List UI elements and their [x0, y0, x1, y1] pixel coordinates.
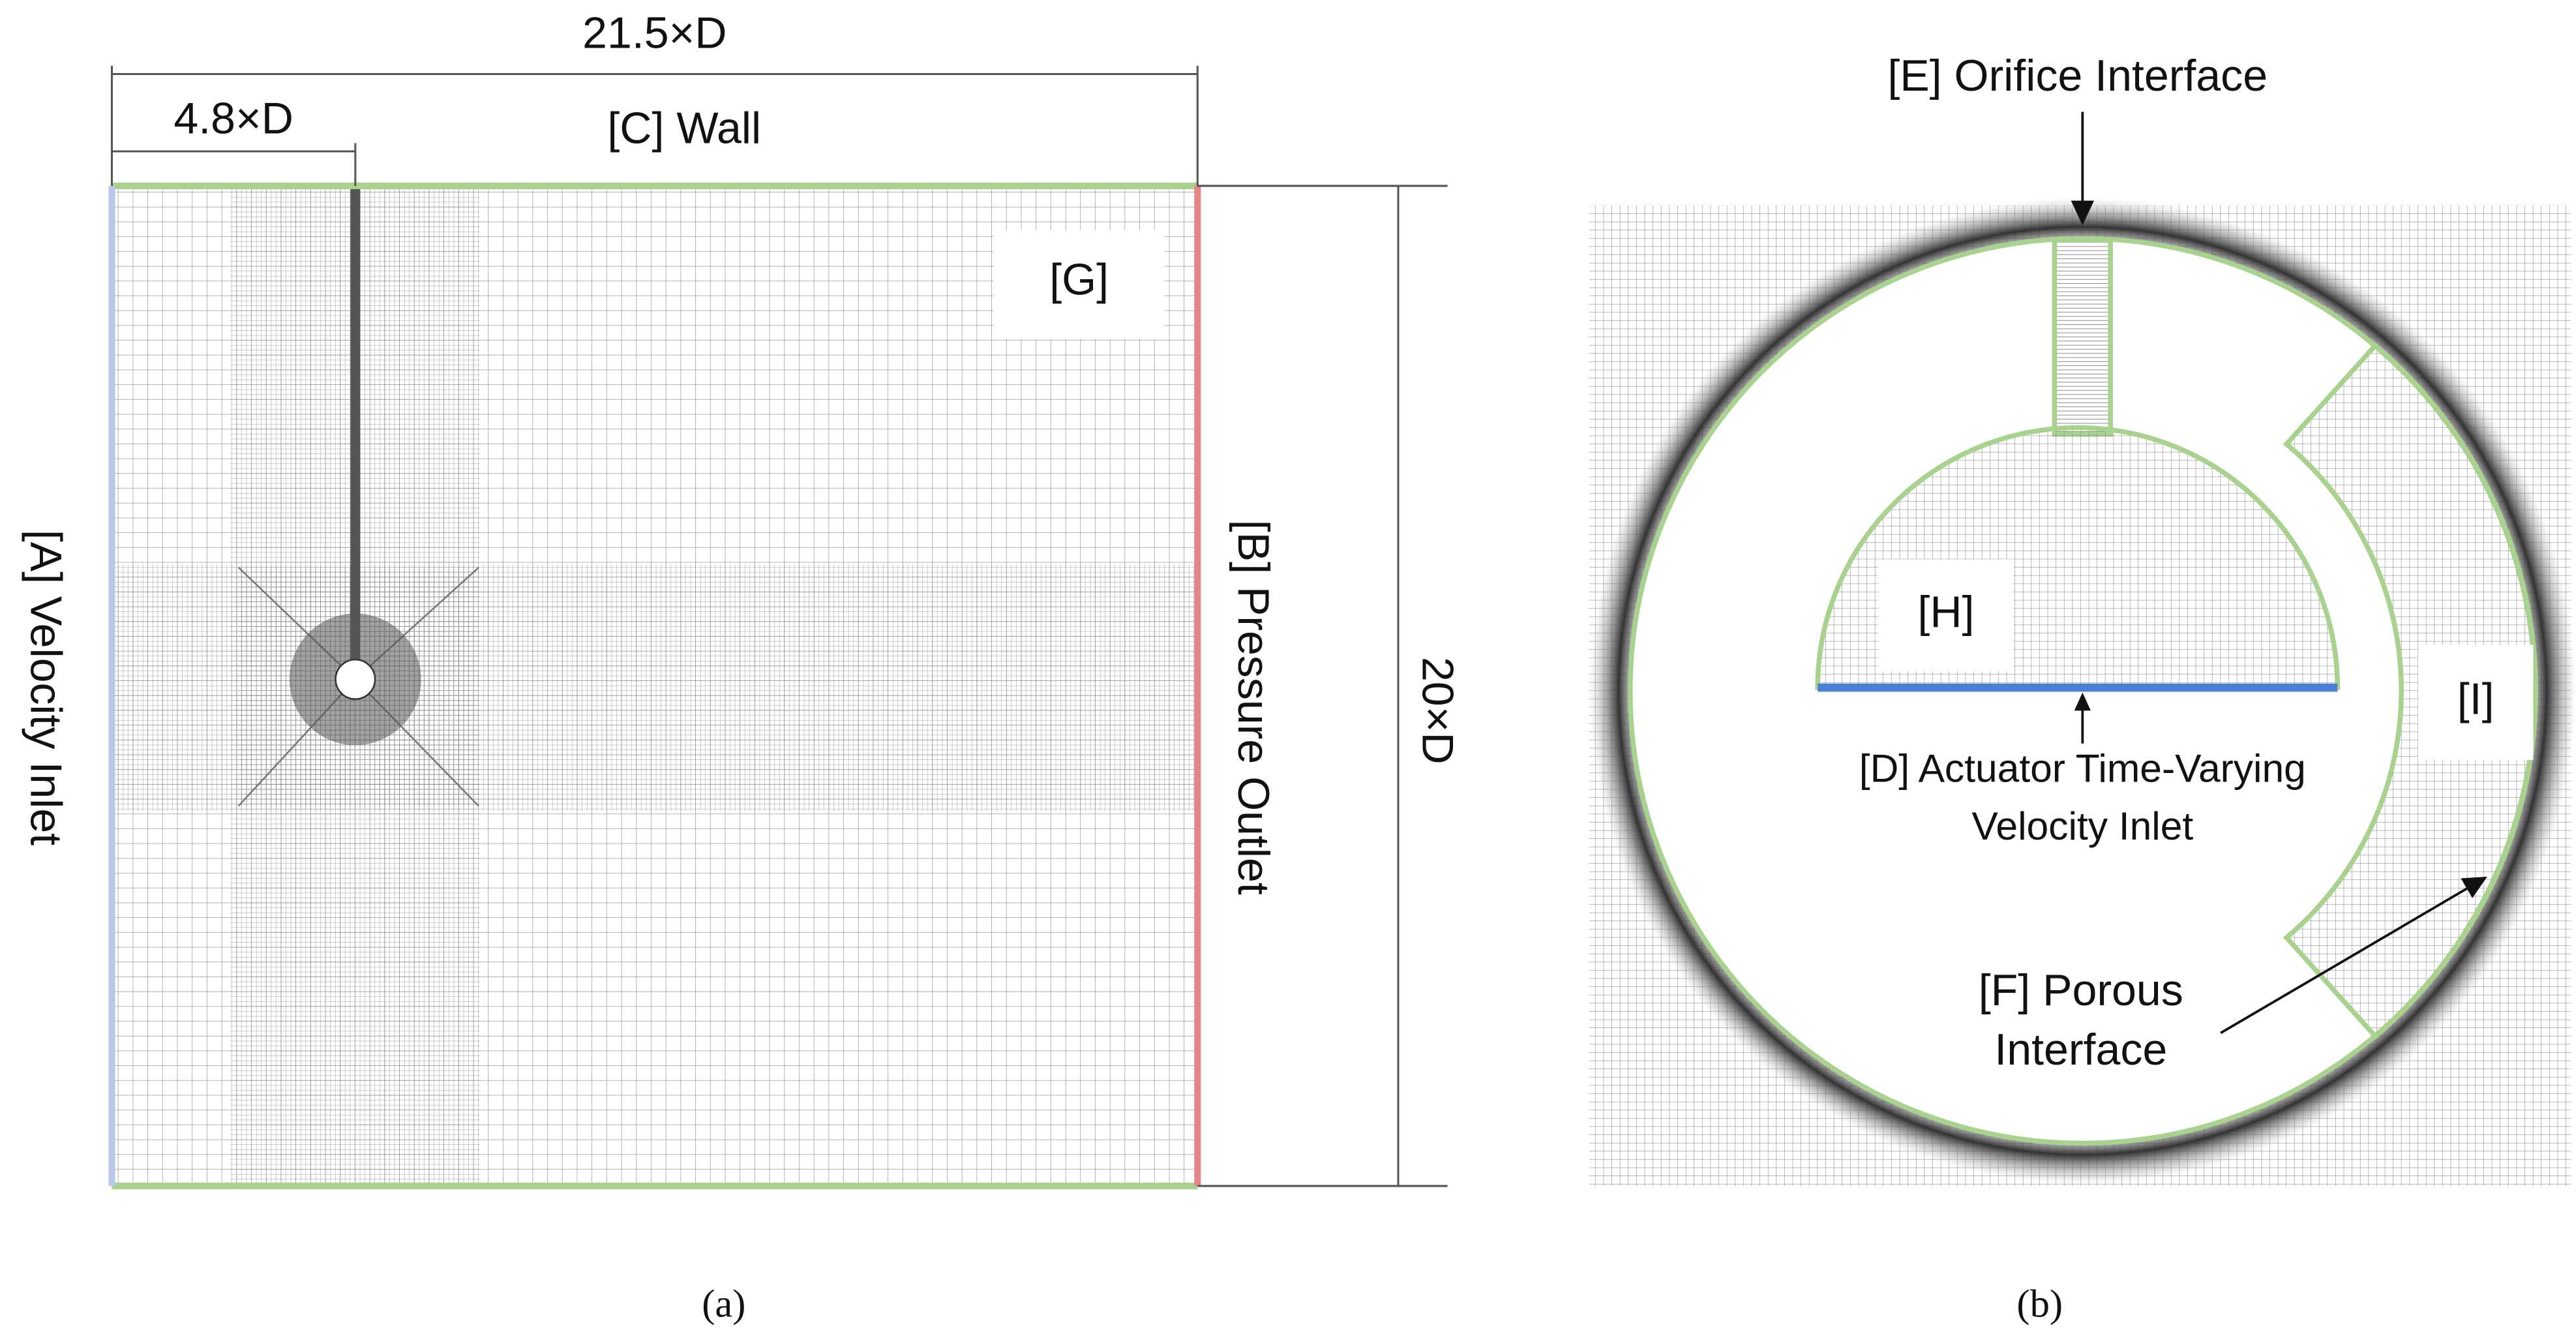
orifice-wake-mesh — [350, 185, 361, 663]
boundary-label: [B] Pressure Outlet — [1229, 520, 1278, 895]
zone-label: [H] — [1917, 587, 1974, 637]
zone-label: [G] — [1049, 255, 1109, 305]
actuator — [335, 658, 376, 700]
arrow — [2220, 887, 2468, 1035]
panel-a: [G] 21.5×D 4.8×D [C] Wall [A] Velocity I… — [22, 8, 1463, 1326]
arrowhead — [2071, 200, 2094, 226]
boundary-label: [A] Velocity Inlet — [22, 530, 71, 845]
arrowhead — [2074, 692, 2091, 711]
orifice-channel — [2052, 237, 2113, 437]
boundary-label: [C] Wall — [607, 104, 761, 153]
porous-zone — [2283, 342, 2538, 1040]
boundary-label: [F] Porous — [1979, 965, 2183, 1015]
arrowhead — [2461, 877, 2487, 898]
zone-label-box — [993, 230, 1165, 339]
dimension-label: 20×D — [1413, 657, 1462, 765]
zone-label-box — [1878, 559, 2014, 671]
panel-b: [H] [I] [E] Orifice Interface [D] Actuat… — [1589, 51, 2576, 1326]
zone-label-box — [2418, 644, 2534, 760]
boundary-label: [D] Actuator Time-Varying — [1859, 746, 2306, 791]
boundary-label: Interface — [1994, 1025, 2167, 1074]
zone-label: [I] — [2457, 675, 2494, 724]
dimension-label: 21.5×D — [582, 8, 726, 57]
caption: (a) — [702, 1282, 745, 1326]
boundary-label: Velocity Inlet — [1971, 804, 2193, 848]
boundary-label: [E] Orifice Interface — [1887, 51, 2268, 100]
dimension-lines — [111, 65, 1448, 1187]
caption: (b) — [2016, 1282, 2063, 1326]
dimension-label: 4.8×D — [173, 94, 293, 144]
